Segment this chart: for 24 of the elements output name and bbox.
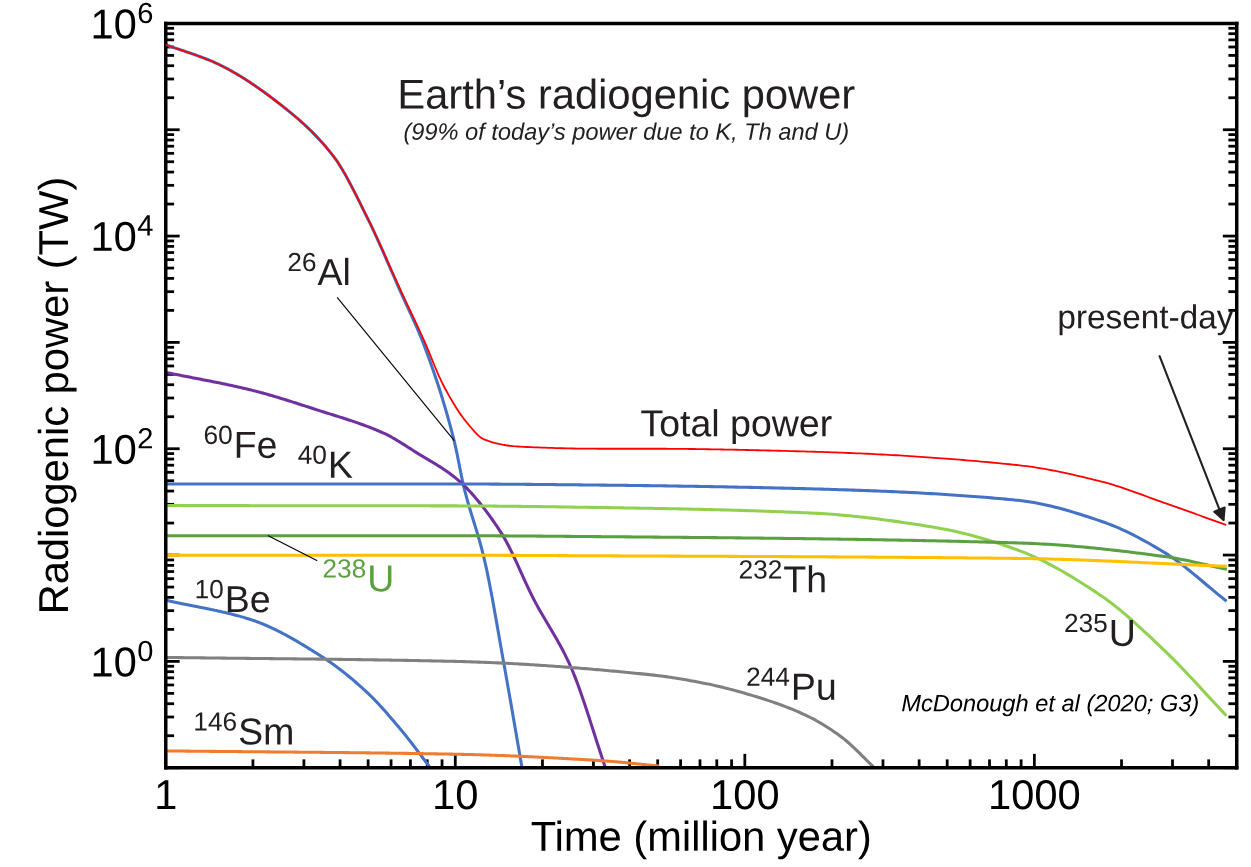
y-tick-label: 10$^{6}$ xyxy=(93,2,153,39)
annotation: McDonough et al (2020; G3) xyxy=(902,694,1198,717)
series-label: $^{146}$Sm xyxy=(195,712,292,745)
series-label: $^{60}$Fe xyxy=(204,425,276,459)
y-axis-title: Radiogenic power (TW) xyxy=(37,179,77,611)
x-tick-label: 10 xyxy=(435,779,477,810)
text: (99% of today’s power due to K, Th and U) xyxy=(404,122,848,145)
x-axis-title: Time (million year) xyxy=(531,820,870,860)
y-tick-label: 10$^{2}$ xyxy=(93,428,152,465)
annotation: present-day xyxy=(1059,304,1234,336)
x-tick-label: 100 xyxy=(713,779,778,810)
series-label: $^{232}$Th xyxy=(739,560,825,593)
series-label: $^{238}$U xyxy=(323,559,392,592)
series-label: Total power xyxy=(641,409,832,445)
series-label: $^{235}$U xyxy=(1065,613,1133,647)
series-label: $^{26}$Al xyxy=(288,252,349,285)
series-label: $^{244}$Pu xyxy=(747,667,835,701)
x-tick-label: 1 xyxy=(157,780,176,810)
y-tick-label: 10$^{4}$ xyxy=(93,215,153,252)
series-label: $^{40}$K xyxy=(298,445,353,478)
y-tick-label: 10$^{0}$ xyxy=(93,640,153,677)
text: Earth’s radiogenic power xyxy=(400,78,855,118)
series-label: $^{10}$Be xyxy=(196,579,269,613)
x-tick-label: 1000 xyxy=(991,779,1080,810)
